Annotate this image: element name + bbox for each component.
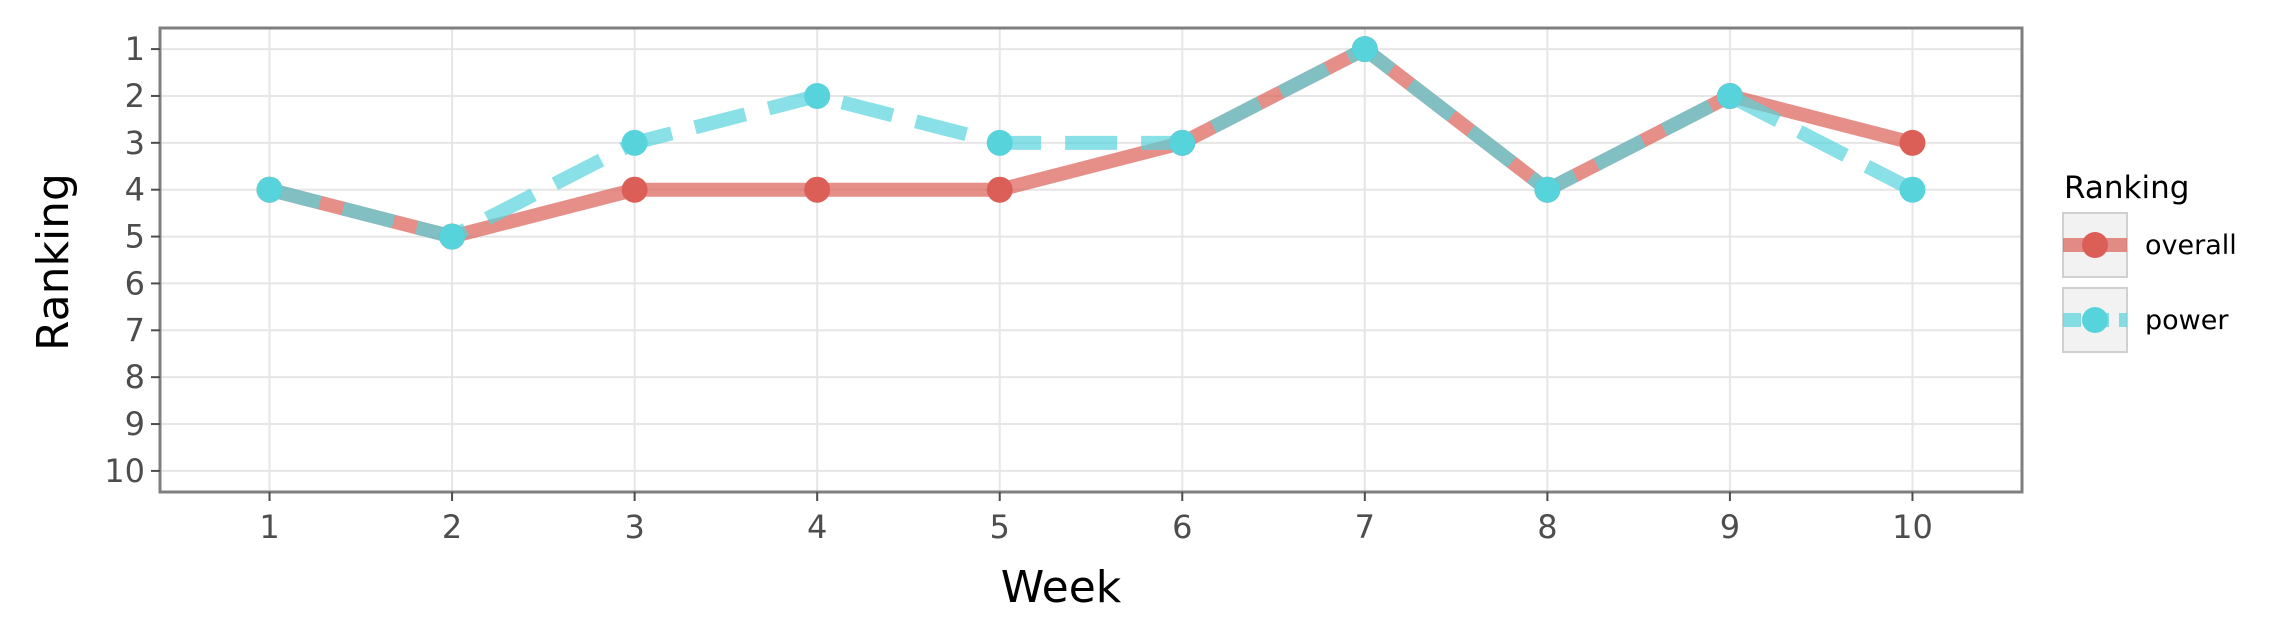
- plot-border: [158, 26, 2024, 494]
- x-tick-label: 6: [1172, 508, 1192, 546]
- x-tick-label: 2: [442, 508, 462, 546]
- series-layer: [256, 36, 1926, 250]
- ticks-layer: 1 2 3 4 5 6 7 8 9 10 1 2 3 4 5 6 7 8 9 10: [104, 30, 1933, 546]
- data-point-power: [439, 223, 466, 250]
- data-point-power: [1534, 176, 1561, 203]
- data-point-power: [1169, 129, 1196, 156]
- legend-label-power: power: [2145, 305, 2229, 336]
- y-tick-label: 3: [125, 124, 145, 162]
- y-tick-label: 6: [125, 264, 145, 302]
- y-tick-label: 4: [125, 171, 145, 209]
- data-point-overall: [986, 176, 1013, 203]
- grid-layer: [160, 28, 2022, 492]
- y-tick-label: 5: [125, 218, 145, 256]
- x-tick-label: 8: [1537, 508, 1557, 546]
- y-tick-label: 10: [104, 452, 145, 490]
- y-tick-label: 7: [125, 311, 145, 349]
- data-point-power: [1899, 176, 1926, 203]
- legend-key-marker-overall: [2082, 232, 2108, 258]
- x-tick-label: 7: [1355, 508, 1375, 546]
- legend-title: Ranking: [2064, 170, 2189, 206]
- data-point-power: [804, 82, 831, 109]
- legend: Ranking overall power: [2062, 170, 2237, 353]
- legend-label-overall: overall: [2145, 230, 2237, 261]
- x-axis-title: Week: [1001, 562, 1122, 613]
- y-tick-label: 1: [125, 30, 145, 68]
- data-point-power: [256, 176, 283, 203]
- legend-key-marker-power: [2082, 307, 2108, 333]
- data-point-overall: [621, 176, 648, 203]
- data-point-power: [986, 129, 1013, 156]
- data-point-power: [621, 129, 648, 156]
- series-line-power: [267, 42, 1916, 244]
- data-point-power: [1716, 82, 1743, 109]
- legend-items: overall power: [2062, 212, 2237, 353]
- x-tick-label: 9: [1720, 508, 1740, 546]
- data-point-power: [1351, 36, 1378, 63]
- x-tick-label: 10: [1892, 508, 1933, 546]
- y-axis-title: Ranking: [28, 173, 79, 351]
- y-tick-label: 2: [125, 77, 145, 115]
- data-point-overall: [1899, 129, 1926, 156]
- x-tick-label: 1: [259, 508, 279, 546]
- x-tick-label: 5: [990, 508, 1010, 546]
- x-tick-label: 4: [807, 508, 827, 546]
- y-tick-label: 8: [125, 358, 145, 396]
- data-point-overall: [804, 176, 831, 203]
- y-tick-label: 9: [125, 405, 145, 443]
- x-tick-label: 3: [624, 508, 644, 546]
